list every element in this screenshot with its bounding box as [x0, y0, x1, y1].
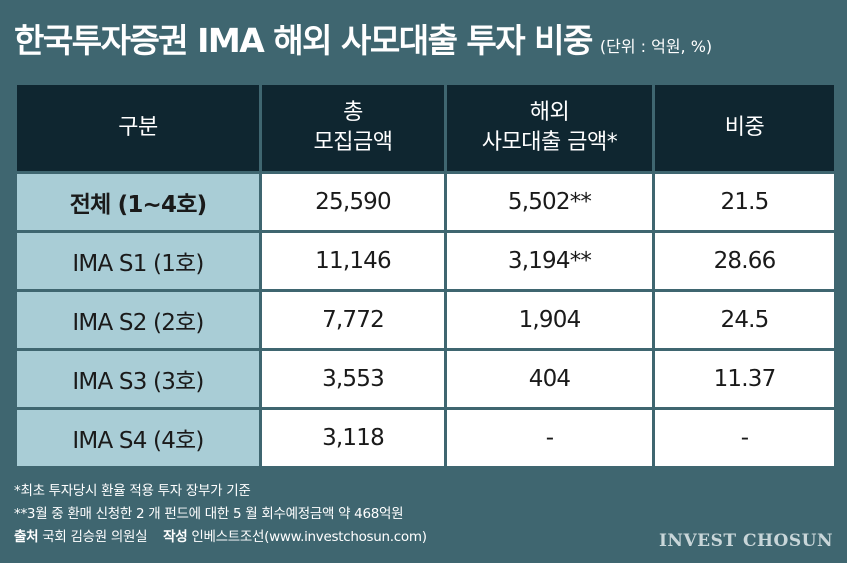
footnotes: *최초 투자당시 환율 적용 투자 장부가 기준 **3월 중 환매 신청한 2…: [14, 480, 427, 549]
source-value: 국회 김승원 의원실: [42, 529, 148, 545]
table-row: 전체 (1~4호) 25,590 5,502** 21.5: [17, 174, 834, 230]
author-label: 작성: [163, 529, 188, 545]
unit-label: (단위 : 억원, %): [599, 37, 713, 56]
author-value: 인베스트조선(www.investchosun.com): [191, 529, 427, 545]
row-label: IMA S2 (2호): [17, 292, 259, 348]
cell-total: 7,772: [262, 292, 444, 348]
header-ratio-text: 비중: [724, 115, 765, 140]
cell-total: 3,553: [262, 351, 444, 407]
brand-logo: INVEST CHOSUN: [658, 531, 833, 551]
header-total-line2: 모집금액: [313, 130, 393, 155]
cell-total: 25,590: [262, 174, 444, 230]
source-label: 출처: [14, 529, 39, 545]
table-row: IMA S4 (4호) 3,118 - -: [17, 410, 834, 466]
header-category-text: 구분: [118, 115, 158, 140]
header-total-line1: 총: [343, 100, 363, 125]
cell-total: 11,146: [262, 233, 444, 289]
data-table: 구분 총 모집금액 해외 사모대출 금액* 비중 전체 (1~4호) 25,59…: [14, 82, 837, 469]
cell-overseas: 3,194**: [447, 233, 652, 289]
title-bar: 한국투자증권 IMA 해외 사모대출 투자 비중 (단위 : 억원, %): [14, 14, 834, 70]
cell-overseas: 1,904: [447, 292, 652, 348]
table-row: IMA S3 (3호) 3,553 404 11.37: [17, 351, 834, 407]
cell-ratio: 24.5: [655, 292, 834, 348]
cell-ratio: 28.66: [655, 233, 834, 289]
cell-ratio: -: [655, 410, 834, 466]
row-label: IMA S4 (4호): [17, 410, 259, 466]
footnote-redemption: **3월 중 환매 신청한 2 개 펀드에 대한 5 월 회수예정금액 약 46…: [14, 506, 404, 522]
source-line: 출처 국회 김승원 의원실 작성 인베스트조선(www.investchosun…: [14, 526, 427, 549]
header-ratio: 비중: [655, 85, 834, 171]
cell-overseas: 5,502**: [447, 174, 652, 230]
row-label: IMA S3 (3호): [17, 351, 259, 407]
cell-total: 3,118: [262, 410, 444, 466]
cell-ratio: 11.37: [655, 351, 834, 407]
table-row: IMA S2 (2호) 7,772 1,904 24.5: [17, 292, 834, 348]
header-overseas-line1: 해외: [529, 100, 570, 125]
table-header-row: 구분 총 모집금액 해외 사모대출 금액* 비중: [17, 85, 834, 171]
header-total-amount: 총 모집금액: [262, 85, 444, 171]
header-category: 구분: [17, 85, 259, 171]
header-overseas-line2: 사모대출 금액*: [481, 130, 618, 155]
footnote-exchange-rate: *최초 투자당시 환율 적용 투자 장부가 기준: [14, 483, 251, 499]
row-label: 전체 (1~4호): [17, 174, 259, 230]
header-overseas-amount: 해외 사모대출 금액*: [447, 85, 652, 171]
table-row: IMA S1 (1호) 11,146 3,194** 28.66: [17, 233, 834, 289]
cell-overseas: 404: [447, 351, 652, 407]
row-label: IMA S1 (1호): [17, 233, 259, 289]
cell-ratio: 21.5: [655, 174, 834, 230]
page-title: 한국투자증권 IMA 해외 사모대출 투자 비중: [14, 21, 593, 60]
cell-overseas: -: [447, 410, 652, 466]
